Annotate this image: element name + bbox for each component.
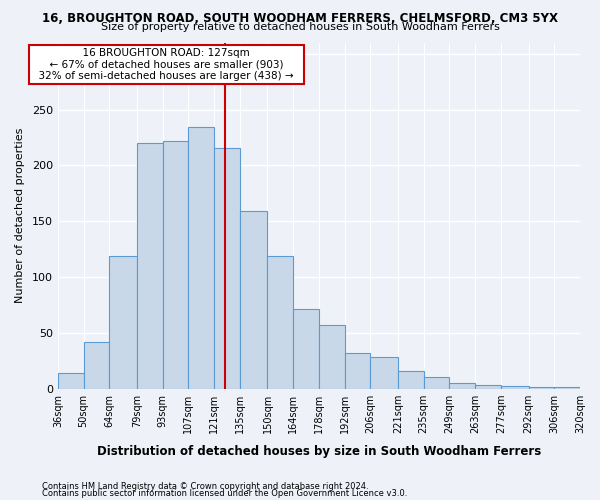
Bar [163, 141, 188, 389]
Text: Size of property relative to detached houses in South Woodham Ferrers: Size of property relative to detached ho… [101, 22, 499, 32]
Bar [240, 212, 268, 389]
Bar [475, 384, 501, 389]
Bar [268, 256, 293, 389]
Y-axis label: Number of detached properties: Number of detached properties [15, 128, 25, 304]
Bar [449, 384, 475, 389]
Bar [501, 386, 529, 389]
Bar [398, 371, 424, 389]
Bar [137, 143, 163, 389]
Bar [214, 148, 240, 389]
Text: 16 BROUGHTON ROAD: 127sqm  
  ← 67% of detached houses are smaller (903)  
  32%: 16 BROUGHTON ROAD: 127sqm ← 67% of detac… [32, 48, 301, 82]
Text: 16, BROUGHTON ROAD, SOUTH WOODHAM FERRERS, CHELMSFORD, CM3 5YX: 16, BROUGHTON ROAD, SOUTH WOODHAM FERRER… [42, 12, 558, 24]
Bar [529, 387, 554, 389]
Bar [293, 308, 319, 389]
Bar [319, 326, 345, 389]
Bar [554, 387, 580, 389]
Bar [188, 128, 214, 389]
Bar [109, 256, 137, 389]
X-axis label: Distribution of detached houses by size in South Woodham Ferrers: Distribution of detached houses by size … [97, 444, 541, 458]
Bar [345, 354, 370, 389]
Text: Contains public sector information licensed under the Open Government Licence v3: Contains public sector information licen… [42, 489, 407, 498]
Bar [58, 374, 83, 389]
Text: Contains HM Land Registry data © Crown copyright and database right 2024.: Contains HM Land Registry data © Crown c… [42, 482, 368, 491]
Bar [370, 356, 398, 389]
Bar [83, 342, 109, 389]
Bar [424, 376, 449, 389]
